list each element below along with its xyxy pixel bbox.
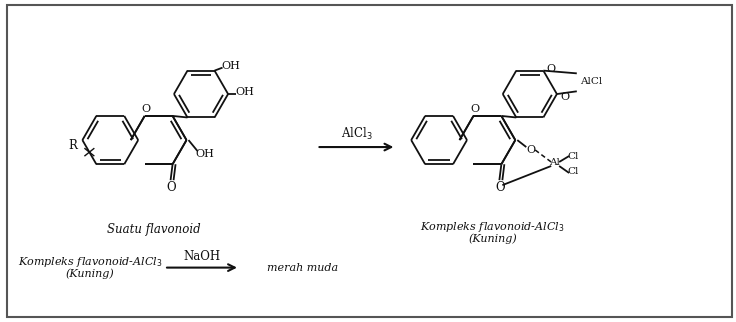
Text: O: O (470, 104, 479, 114)
Text: Al: Al (549, 158, 559, 167)
Text: merah muda: merah muda (266, 263, 338, 273)
Text: OH: OH (195, 149, 214, 159)
Text: Kompleks flavonoid-AlCl$_3$: Kompleks flavonoid-AlCl$_3$ (420, 220, 565, 234)
Text: OH: OH (236, 87, 255, 97)
Text: AlCl: AlCl (580, 77, 602, 86)
Text: Cl: Cl (567, 152, 578, 161)
Text: O: O (560, 92, 570, 102)
Text: O: O (167, 181, 177, 194)
Text: O: O (141, 104, 150, 114)
Text: O: O (495, 181, 505, 194)
Text: (Kuning): (Kuning) (66, 268, 115, 279)
Text: R: R (68, 138, 77, 152)
Text: O: O (527, 145, 536, 155)
Text: O: O (547, 64, 556, 74)
Text: Kompleks flavonoid-AlCl$_3$: Kompleks flavonoid-AlCl$_3$ (18, 255, 163, 269)
Text: Suatu flavonoid: Suatu flavonoid (107, 223, 200, 236)
Text: Cl: Cl (567, 167, 578, 176)
Text: NaOH: NaOH (183, 250, 221, 263)
Text: (Kuning): (Kuning) (468, 233, 517, 244)
Text: OH: OH (221, 61, 240, 71)
FancyBboxPatch shape (7, 5, 732, 317)
Text: AlCl$_3$: AlCl$_3$ (341, 126, 372, 142)
